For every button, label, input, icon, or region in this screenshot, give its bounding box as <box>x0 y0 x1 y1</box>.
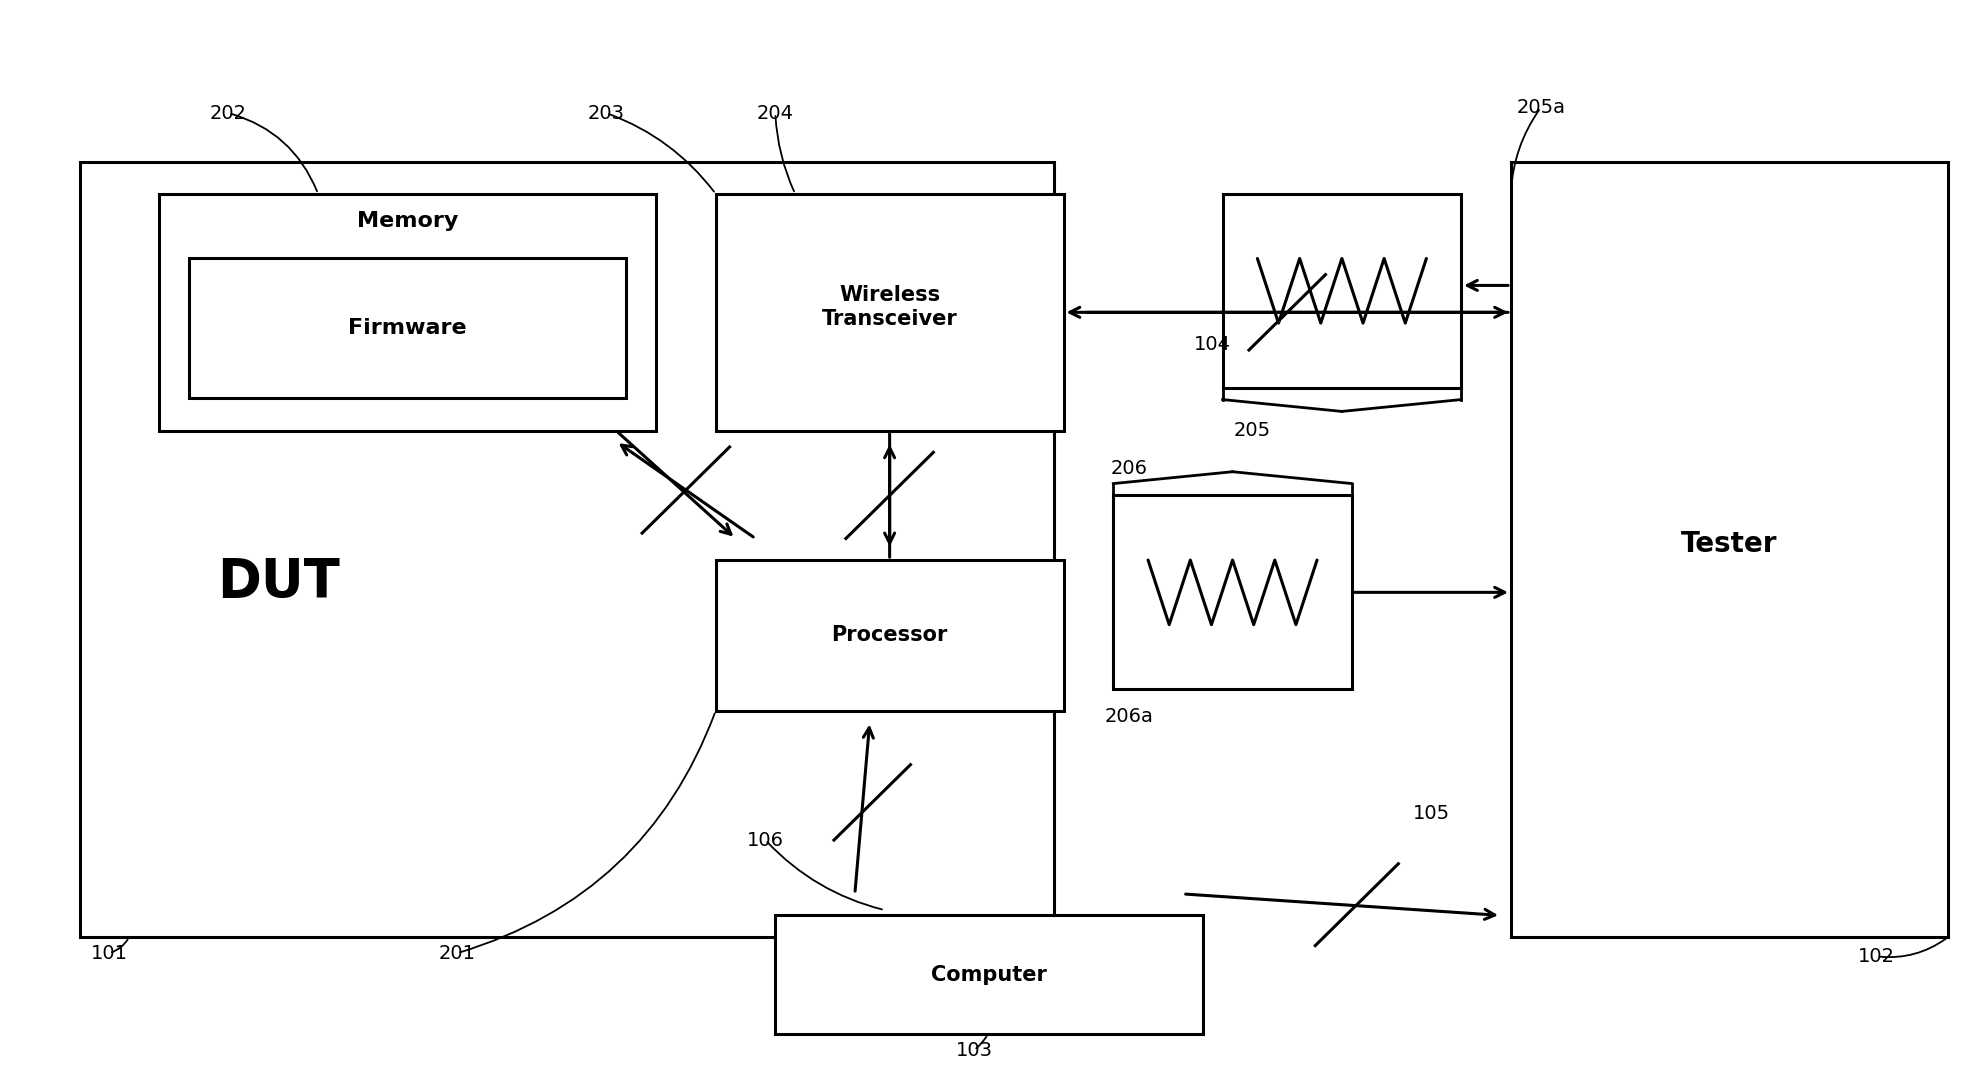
Text: 206: 206 <box>1111 459 1147 478</box>
Text: 101: 101 <box>91 943 127 963</box>
Bar <box>1113 495 1352 689</box>
Bar <box>1223 194 1461 388</box>
Bar <box>80 162 1054 937</box>
Text: 102: 102 <box>1859 947 1895 966</box>
Text: Memory: Memory <box>358 211 457 230</box>
Text: 106: 106 <box>747 830 783 850</box>
Text: 205: 205 <box>1235 421 1270 440</box>
Text: 104: 104 <box>1195 335 1231 354</box>
Bar <box>159 194 656 431</box>
Text: Processor: Processor <box>831 626 948 645</box>
Text: Tester: Tester <box>1682 530 1777 558</box>
Text: 105: 105 <box>1413 803 1449 823</box>
Bar <box>775 915 1203 1034</box>
Bar <box>716 560 1064 711</box>
Bar <box>716 194 1064 431</box>
Text: 103: 103 <box>956 1040 992 1060</box>
Text: 205a: 205a <box>1517 98 1565 117</box>
Text: Wireless
Transceiver: Wireless Transceiver <box>821 284 958 330</box>
Text: 203: 203 <box>588 103 624 123</box>
Bar <box>189 258 626 398</box>
Text: Computer: Computer <box>930 965 1048 984</box>
Text: 204: 204 <box>757 103 793 123</box>
Text: Firmware: Firmware <box>348 319 467 338</box>
Text: 206a: 206a <box>1105 707 1153 726</box>
Bar <box>1511 162 1948 937</box>
Text: 202: 202 <box>211 103 247 123</box>
Text: 201: 201 <box>439 943 475 963</box>
Text: DUT: DUT <box>217 556 340 607</box>
